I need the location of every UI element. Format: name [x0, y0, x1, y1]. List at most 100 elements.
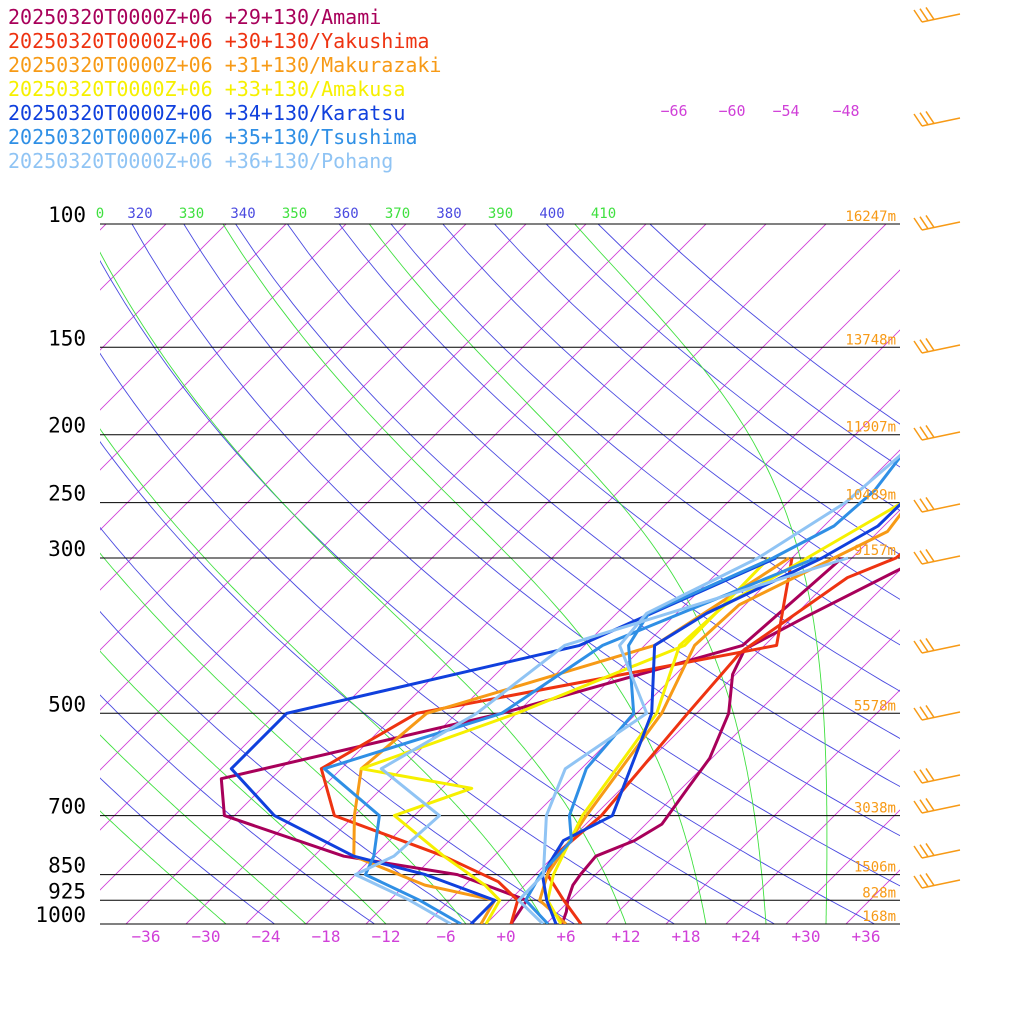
height-label: 1506m	[854, 860, 896, 876]
height-label: 13748m	[845, 332, 896, 348]
legend-entry: 20250320T0000Z+06 +36+130/Pohang	[8, 149, 393, 173]
temperature-tick-label: +12	[612, 927, 641, 946]
isotherm-line	[100, 224, 407, 531]
pressure-label: 200	[48, 414, 86, 438]
theta-label: 390	[488, 206, 513, 222]
isotherm-line	[245, 269, 900, 924]
temperature-tick-label: −6	[436, 927, 455, 946]
upper-temperature-labels: −66 −60 −54 −48	[660, 102, 859, 120]
wind-barb	[913, 842, 961, 859]
temperature-tick-label: −30	[192, 927, 221, 946]
wind-barbs	[913, 6, 961, 889]
wind-barb	[913, 110, 961, 127]
isotherm-line	[906, 224, 1024, 924]
theta-label: 410	[591, 206, 616, 222]
legend-entry: 20250320T0000Z+06 +34+130/Karatsu	[8, 101, 405, 125]
pressure-label: 700	[48, 795, 86, 819]
pressure-label: 100	[48, 203, 86, 227]
isotherm-line	[605, 629, 900, 924]
pressure-label: 850	[48, 854, 86, 878]
height-label: 828m	[862, 885, 896, 901]
theta-label: 330	[179, 206, 204, 222]
wind-barb	[913, 704, 961, 721]
dry-adiabat-line	[649, 224, 900, 425]
pressure-label: 500	[48, 692, 86, 716]
temperature-tick-label: +6	[556, 927, 575, 946]
series-line	[517, 453, 900, 924]
temperature-tick-label: −36	[132, 927, 161, 946]
legend-entry: 20250320T0000Z+06 +35+130/Tsushima	[8, 125, 417, 149]
temperature-tick-label: −24	[252, 927, 281, 946]
theta-label: 340	[230, 206, 255, 222]
series-line	[546, 502, 900, 924]
series-line	[538, 512, 900, 924]
legend: 20250320T0000Z+06 +29+130/Amami20250320T…	[8, 5, 441, 173]
dry-adiabat-line	[131, 224, 900, 887]
temperature-axis-labels: −36 −30 −24 −18 −12 −6 +0 +6 +12 +18 +24 +30 +36	[132, 927, 881, 946]
isotherm-line	[100, 224, 647, 771]
dry-adiabat-line	[338, 224, 900, 692]
series-line	[229, 556, 777, 924]
isotherm-line	[966, 224, 1024, 924]
theta-label: 380	[436, 206, 461, 222]
series-line	[545, 552, 900, 924]
height-label: 3038m	[854, 801, 896, 817]
theta-label: 320	[127, 206, 152, 222]
theta-label: 0	[96, 206, 104, 222]
temperature-tick-label: +24	[732, 927, 761, 946]
dry-adiabat-line	[545, 224, 900, 512]
dry-adiabat-line	[390, 224, 900, 646]
dry-adiabat-lines	[100, 224, 900, 924]
height-label: 168m	[862, 909, 896, 925]
isotherm-line	[100, 224, 527, 651]
moist-adiabat-lines	[100, 224, 828, 924]
wind-barb	[913, 496, 961, 513]
wind-barb	[913, 548, 961, 565]
theta-label: 400	[539, 206, 564, 222]
pressure-label: 925	[48, 879, 86, 903]
dry-adiabat-line	[100, 352, 775, 924]
temperature-tick-label: +0	[496, 927, 515, 946]
wind-barb	[913, 872, 961, 889]
upper-temperature-label: −54	[772, 102, 799, 120]
series-line	[560, 567, 900, 924]
temperature-tick-label: +36	[852, 927, 881, 946]
height-label: 5578m	[854, 698, 896, 714]
wind-barb	[913, 797, 961, 814]
height-label: 16247m	[845, 209, 896, 225]
temperature-tick-label: +30	[792, 927, 821, 946]
isotherm-line	[185, 224, 887, 924]
moist-adiabat-line	[368, 224, 767, 924]
height-label: 10489m	[845, 488, 896, 504]
theta-label: 370	[385, 206, 410, 222]
series-line	[319, 557, 794, 924]
series-line	[524, 454, 900, 924]
pressure-lines	[100, 223, 900, 925]
series-line	[540, 502, 900, 924]
upper-temperature-label: −66	[660, 102, 687, 120]
temperature-tick-label: −12	[372, 927, 401, 946]
sounding-series	[219, 453, 900, 924]
wind-barb	[913, 337, 961, 354]
pressure-label: 250	[48, 482, 86, 506]
height-label: 11907m	[845, 420, 896, 436]
isotherm-line	[0, 224, 46, 924]
isotherm-line	[305, 329, 900, 924]
pressure-label: 150	[48, 326, 86, 350]
isotherm-lines	[0, 224, 1024, 924]
wind-barb	[913, 637, 961, 654]
dry-adiabat-line	[494, 224, 900, 556]
isotherm-line	[100, 224, 227, 351]
isotherm-line	[725, 749, 900, 924]
temperature-tick-label: +18	[672, 927, 701, 946]
series-line	[353, 556, 849, 924]
isotherm-line	[845, 869, 900, 924]
height-label: 9157m	[854, 543, 896, 559]
temperature-tick-label: −18	[312, 927, 341, 946]
isotherm-line	[100, 224, 767, 891]
pressure-label: 1000	[35, 903, 86, 927]
pressure-label: 300	[48, 537, 86, 561]
dry-adiabat-line	[100, 526, 575, 924]
